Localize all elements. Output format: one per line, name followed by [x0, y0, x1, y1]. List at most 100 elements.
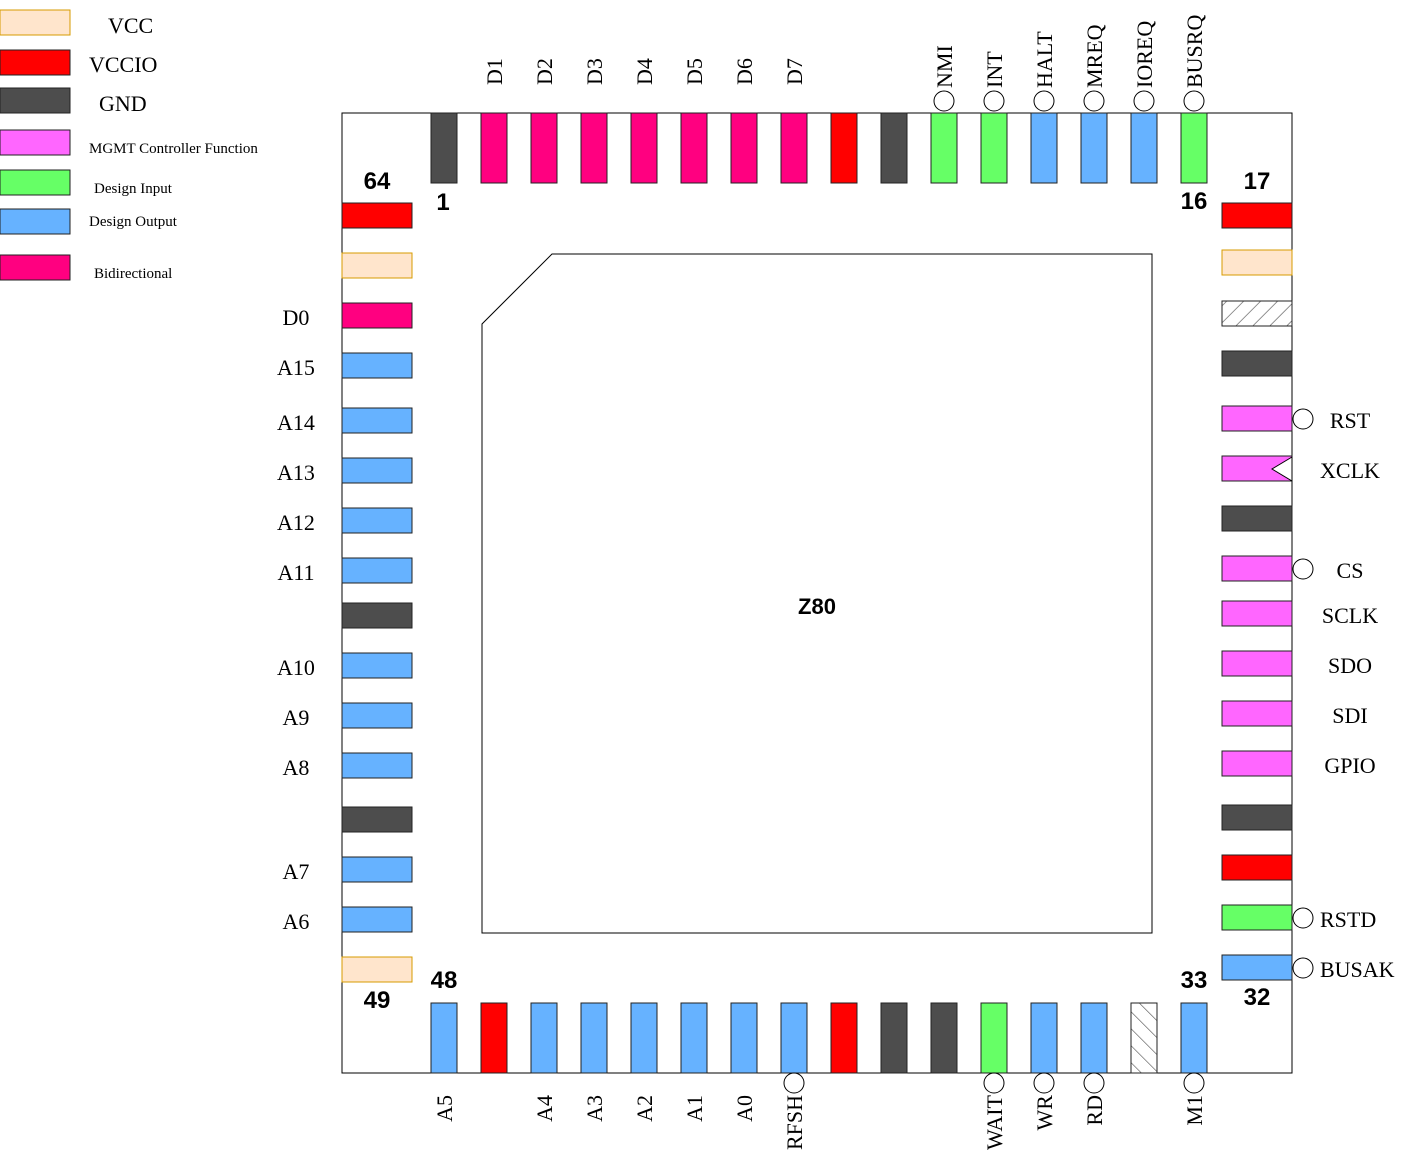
pin-bottom-a0 — [730, 1002, 758, 1074]
pin-label-a9: A9 — [283, 705, 310, 730]
pin-left-a8 — [341, 752, 413, 779]
pin-number-labels: 1 16 17 64 48 49 33 32 — [364, 168, 1271, 1014]
legend-swatch-input — [0, 169, 71, 196]
pin-label-d0: D0 — [283, 305, 310, 330]
pin-bottom-gnd-10 — [930, 1002, 958, 1074]
pin-left-d0 — [341, 302, 413, 329]
pin-bottom-vccio-1 — [480, 1002, 508, 1074]
pin-number-1: 1 — [436, 189, 449, 216]
pin-label-a0: A0 — [732, 1095, 757, 1122]
pin-label-d1: D1 — [482, 58, 507, 85]
pin-right-gpio — [1221, 750, 1293, 777]
pin-label-xclk: XCLK — [1320, 458, 1380, 483]
pin-label-d7: D7 — [782, 58, 807, 85]
pin-label-int: INT — [982, 51, 1007, 88]
pin-bottom-a3 — [580, 1002, 608, 1074]
pin-label-ioreq: IOREQ — [1132, 21, 1157, 88]
pin-label-d2: D2 — [532, 58, 557, 85]
pin-top-d6 — [730, 112, 758, 184]
pin-label-rst: RST — [1330, 408, 1371, 433]
legend-swatch-vcc — [0, 9, 71, 36]
pin-top-d3 — [580, 112, 608, 184]
legend-swatch-bidir — [0, 254, 71, 281]
pin-bottom-rfsh — [780, 1002, 808, 1074]
pin-top-gnd-0 — [430, 112, 458, 184]
pin-left-a11 — [341, 557, 413, 584]
pin-label-sclk: SCLK — [1322, 603, 1378, 628]
pin-bottom-a5 — [430, 1002, 458, 1074]
pin-label-cs: CS — [1337, 558, 1364, 583]
pin-label-d3: D3 — [582, 58, 607, 85]
pin-left-vcc-15 — [341, 956, 413, 983]
pin-label-a5: A5 — [432, 1095, 457, 1122]
pin-top-d7 — [780, 112, 808, 184]
pin-label-a8: A8 — [283, 755, 310, 780]
pin-label-m1: M1 — [1182, 1095, 1207, 1126]
legend: VCC VCCIO GND MGMT Controller Function D… — [0, 9, 258, 282]
pin-right-vcc-1 — [1221, 249, 1293, 276]
pin-int-active-low-bubble — [983, 90, 1005, 112]
pin-bottom-rd — [1080, 1002, 1108, 1074]
pin-label-wr: WR — [1032, 1095, 1057, 1131]
pin-label-sdi: SDI — [1332, 703, 1367, 728]
pin-bottom-gnd-9 — [880, 1002, 908, 1074]
pin-label-a6: A6 — [283, 909, 310, 934]
pin-label-a2: A2 — [632, 1095, 657, 1122]
pin-label-d6: D6 — [732, 58, 757, 85]
pin-label-a11: A11 — [277, 560, 314, 585]
pin-label-a4: A4 — [532, 1095, 557, 1122]
chip-die — [481, 253, 1153, 934]
pin-top-nmi — [930, 112, 958, 184]
pin-left-a13 — [341, 457, 413, 484]
pin-left-a15 — [341, 352, 413, 379]
pin-rfsh-active-low-bubble — [783, 1072, 805, 1094]
pin-left-a9 — [341, 702, 413, 729]
pin-bottom-nc-14 — [1130, 1002, 1158, 1074]
pin-label-d5: D5 — [682, 58, 707, 85]
pin-number-33: 33 — [1181, 967, 1208, 994]
pin-busrq-active-low-bubble — [1183, 90, 1205, 112]
pin-label-a13: A13 — [277, 460, 315, 485]
pin-number-32: 32 — [1244, 984, 1271, 1011]
pin-label-sdo: SDO — [1328, 653, 1372, 678]
pin-label-a12: A12 — [277, 510, 315, 535]
pin-right-sdo — [1221, 650, 1293, 677]
pin-top-d1 — [480, 112, 508, 184]
pin-rst-active-low-bubble — [1292, 408, 1314, 430]
pin-top-gnd-9 — [880, 112, 908, 184]
pin-label-nmi: NMI — [932, 45, 957, 88]
pin-rd-active-low-bubble — [1083, 1072, 1105, 1094]
legend-label-gnd: GND — [99, 91, 147, 116]
pin-right-vccio-0 — [1221, 202, 1293, 229]
pin-right-rst — [1221, 405, 1293, 432]
pin-bottom-m1 — [1180, 1002, 1208, 1074]
pin-bottom-a4 — [530, 1002, 558, 1074]
pin-right-rstd — [1221, 904, 1293, 931]
pin-nmi-active-low-bubble — [933, 90, 955, 112]
pin-top-ioreq — [1130, 112, 1158, 184]
pin-label-busrq: BUSRQ — [1182, 15, 1207, 88]
pin-right-nc-2 — [1221, 300, 1293, 327]
pin-top-d5 — [680, 112, 708, 184]
pin-number-48: 48 — [431, 967, 458, 994]
pin-label-halt: HALT — [1032, 31, 1057, 88]
pin-bottom-a2 — [630, 1002, 658, 1074]
pin-bottom-a1 — [680, 1002, 708, 1074]
pin-left-vccio-0 — [341, 202, 413, 229]
pin-bottom-vccio-8 — [830, 1002, 858, 1074]
pin-right-cs — [1221, 555, 1293, 582]
pin-number-16: 16 — [1181, 188, 1208, 215]
pin-left-gnd-8 — [341, 602, 413, 629]
pin-left-gnd-12 — [341, 806, 413, 833]
pin-cs-active-low-bubble — [1292, 558, 1314, 580]
pin-label-rstd: RSTD — [1320, 907, 1376, 932]
pin-right-sdi — [1221, 700, 1293, 727]
pin-label-busak: BUSAK — [1320, 957, 1395, 982]
pin-number-49: 49 — [364, 987, 391, 1014]
pin-ioreq-active-low-bubble — [1133, 90, 1155, 112]
legend-label-input: Design Input — [94, 181, 173, 197]
pin-label-rd: RD — [1082, 1095, 1107, 1126]
pin-label-mreq: MREQ — [1082, 24, 1107, 88]
pin-m1-active-low-bubble — [1183, 1072, 1205, 1094]
legend-label-bidir: Bidirectional — [94, 266, 172, 282]
